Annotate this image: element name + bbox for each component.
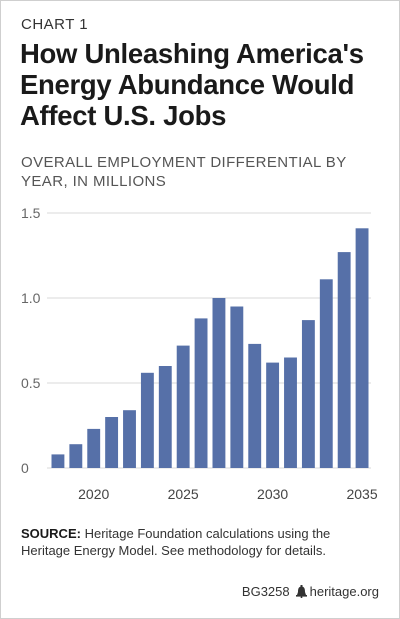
footer-code: BG3258 — [241, 584, 290, 599]
bar-2020 — [87, 428, 101, 468]
bar-2024 — [158, 366, 172, 468]
chart-title: How Unleashing America's Energy Abundanc… — [20, 38, 364, 131]
bar-2022 — [123, 410, 136, 468]
bar-2035 — [355, 228, 369, 468]
y-tick-label: 0.5 — [21, 375, 41, 391]
gridlines — [47, 212, 371, 469]
x-tick-label: 2035 — [346, 486, 377, 502]
x-tick-label: 2030 — [257, 486, 288, 502]
bar-2031 — [284, 357, 297, 468]
bar-2033 — [319, 279, 333, 468]
bar-2021 — [105, 417, 119, 468]
y-axis-ticks: 0 0.5 1.0 1.5 — [21, 205, 41, 476]
footer-site-link[interactable]: heritage.org — [309, 584, 379, 599]
bar-2030 — [266, 362, 280, 468]
x-axis-ticks: 2020 2025 2030 2035 — [78, 486, 378, 502]
x-tick-label: 2020 — [78, 486, 109, 502]
bar-chart: 0 0.5 1.0 1.5 2020 2025 2030 2035 — [21, 205, 378, 502]
bar-2027 — [212, 298, 226, 468]
y-tick-label: 0 — [21, 460, 29, 476]
bar-2034 — [337, 252, 351, 468]
source-label: SOURCE: — [21, 526, 81, 541]
bar-2023 — [140, 372, 154, 468]
chart-subtitle: OVERALL EMPLOYMENT DIFFERENTIAL BY YEAR,… — [21, 154, 347, 190]
chart-kicker: CHART 1 — [21, 16, 89, 33]
bar-2018 — [51, 454, 65, 468]
liberty-bell-icon — [295, 585, 307, 598]
source-text: Heritage Foundation calculations using t… — [21, 526, 331, 558]
y-tick-label: 1.5 — [21, 205, 41, 221]
bar-2026 — [194, 318, 208, 468]
y-tick-label: 1.0 — [21, 290, 41, 306]
bar-2029 — [248, 343, 262, 468]
footer: BG3258 heritage.org — [242, 584, 379, 599]
bar-2028 — [230, 306, 244, 468]
bar-2025 — [176, 345, 190, 468]
bar-2032 — [301, 320, 315, 468]
x-tick-label: 2025 — [168, 486, 199, 502]
bar-2019 — [69, 444, 83, 468]
bars — [51, 228, 369, 468]
source-note: SOURCE: Heritage Foundation calculations… — [21, 525, 381, 559]
